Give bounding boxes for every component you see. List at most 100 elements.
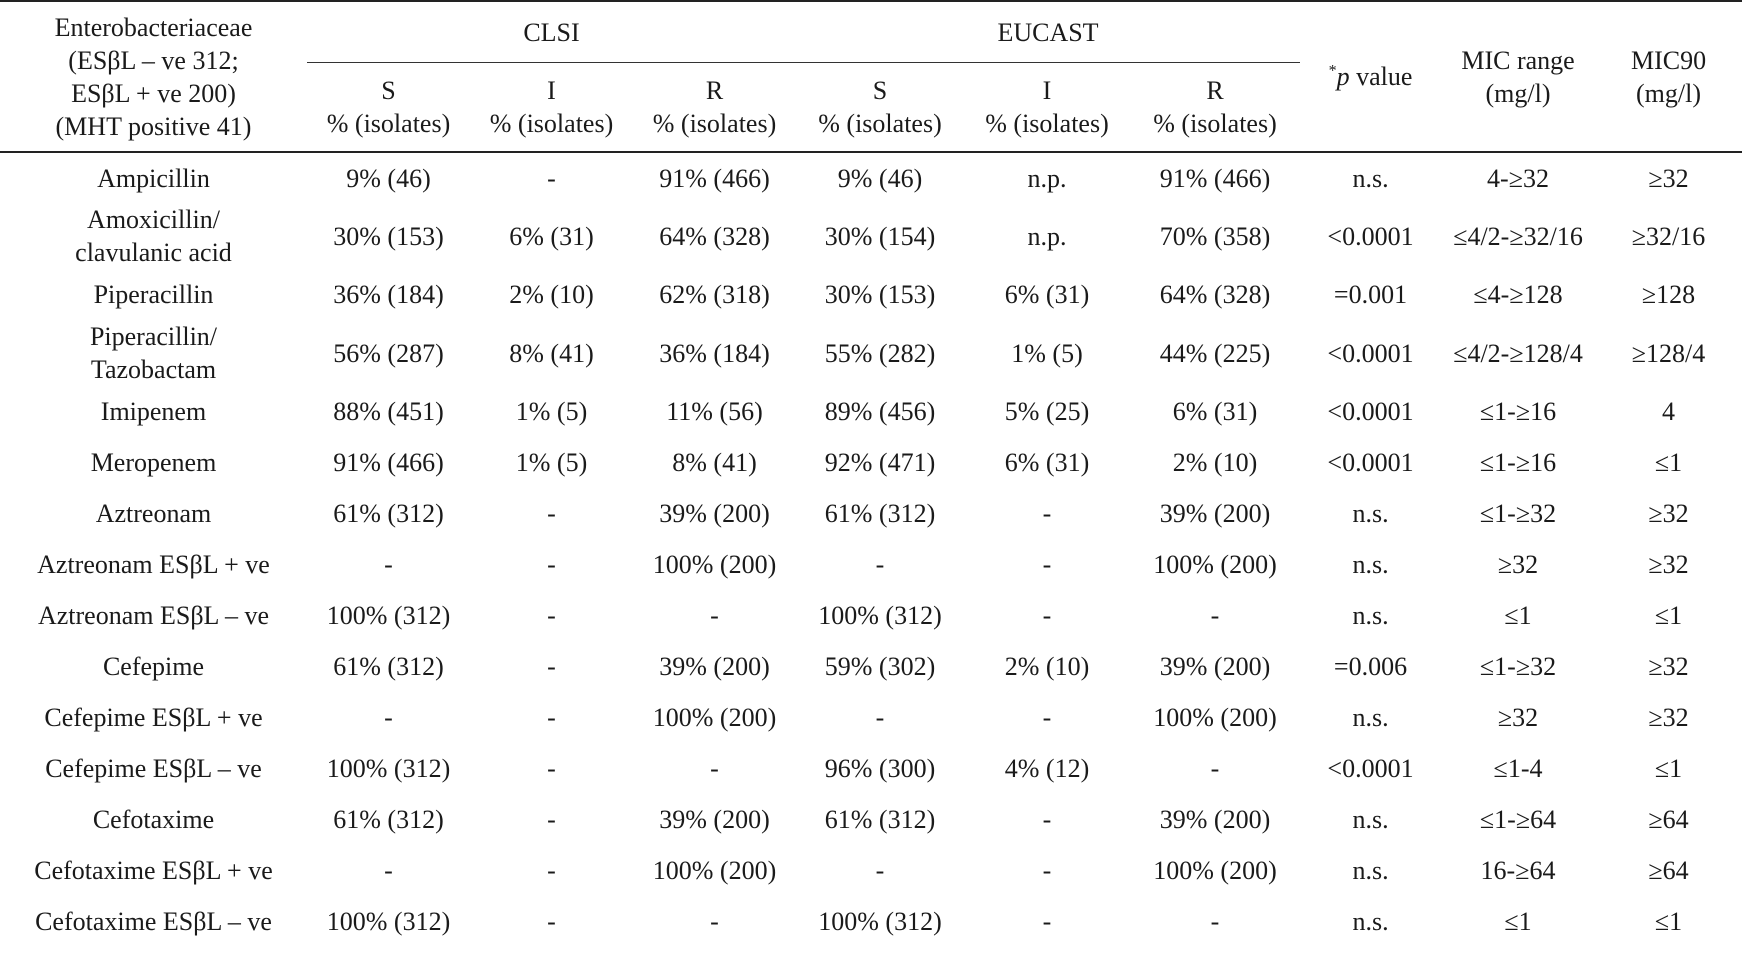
mic-range-header-line2: (mg/l) — [1485, 78, 1551, 108]
p-cell: n.s. — [1352, 499, 1389, 528]
eucast-i-cell: - — [1042, 601, 1052, 630]
eucast-i-cell: - — [1042, 550, 1052, 579]
clsi-r-header: R % (isolates) — [633, 62, 796, 153]
eucast-i-cell: - — [1042, 907, 1052, 936]
eucast-r-cell: 100% (200) — [1153, 703, 1277, 732]
clsi-r-cell: 100% (200) — [652, 550, 777, 579]
mic-range-cell: ≤4/2-≥32/16 — [1453, 221, 1583, 251]
eucast-i-cell: 4% (12) — [1004, 754, 1090, 783]
drug-name-cell: Cefotaxime ESβL – ve — [0, 896, 307, 947]
mic90-cell: ≥64 — [1648, 856, 1689, 885]
eucast-r-letter: R — [1206, 76, 1224, 105]
table-row: Cefepime ESβL – ve 100% (312) - - 96% (300) 4… — [0, 743, 1742, 794]
clsi-i-unit: % (isolates) — [489, 109, 614, 138]
drug-name-line: Ampicillin — [97, 163, 210, 193]
eucast-i-cell: 5% (25) — [1004, 397, 1090, 426]
drug-name-line: Cefepime — [102, 652, 205, 681]
eucast-i-unit: % (isolates) — [985, 109, 1109, 138]
stub-header-line: (MHT positive 41) — [55, 111, 252, 141]
table-row: Imipenem 88% (451) 1% (5) 11% (56) 89% (456)… — [0, 386, 1742, 437]
mic90-cell: 4 — [1662, 397, 1676, 426]
mic-range-cell: ≤1-≥32 — [1479, 499, 1557, 528]
mic-range-cell: ≤1-≥64 — [1479, 805, 1557, 834]
eucast-r-unit: % (isolates) — [1153, 109, 1277, 138]
eucast-i-cell: - — [1042, 703, 1052, 732]
eucast-s-cell: 92% (471) — [824, 448, 936, 477]
mic-range-header-line1: MIC range — [1461, 45, 1575, 75]
mic-range-cell: ≤1-≥32 — [1479, 652, 1557, 681]
eucast-s-cell: 96% (300) — [824, 754, 936, 783]
eucast-i-cell: 1% (5) — [1011, 338, 1083, 368]
eucast-i-cell: - — [1042, 805, 1052, 834]
mic90-cell: ≥32 — [1648, 163, 1689, 193]
p-cell: <0.0001 — [1327, 397, 1414, 426]
p-value-header: *p value — [1300, 0, 1442, 153]
clsi-r-cell: 62% (318) — [659, 280, 770, 309]
drug-name-line: Cefepime ESβL – ve — [45, 754, 262, 783]
clsi-r-cell: 36% (184) — [659, 338, 770, 368]
p-value-p: p — [1336, 62, 1350, 91]
header-row-subcolumns: S % (isolates) I % (isolates) R % (isola… — [0, 62, 1742, 153]
p-cell: n.s. — [1352, 907, 1389, 936]
drug-name-cell: Imipenem — [0, 386, 307, 437]
clsi-s-cell: 9% (46) — [346, 163, 431, 193]
table-row: Cefepime ESβL + ve - - 100% (200) - - 100% (20… — [0, 692, 1742, 743]
table-row: Meropenem 91% (466) 1% (5) 8% (41) 92% (471)… — [0, 437, 1742, 488]
drug-name-line: Aztreonam ESβL + ve — [37, 550, 270, 579]
clsi-r-cell: - — [710, 601, 719, 630]
eucast-s-cell: - — [875, 856, 885, 885]
clsi-i-cell: - — [547, 163, 556, 193]
mic90-header-line2: (mg/l) — [1636, 78, 1702, 108]
clsi-s-cell: 56% (287) — [333, 338, 444, 368]
clsi-s-cell: 30% (153) — [333, 221, 444, 251]
eucast-s-cell: - — [875, 550, 885, 579]
clsi-i-cell: - — [547, 652, 556, 681]
group-header-eucast: EUCAST — [796, 0, 1301, 63]
eucast-r-cell: 91% (466) — [1159, 163, 1271, 193]
mic-range-cell: ≤1-≥16 — [1479, 397, 1557, 426]
clsi-i-cell: - — [547, 754, 556, 783]
table-row: Aztreonam ESβL – ve 100% (312) - - 100% (312… — [0, 590, 1742, 641]
eucast-s-cell: 55% (282) — [824, 338, 936, 368]
clsi-i-letter: I — [547, 76, 556, 105]
susceptibility-table: Enterobacteriaceae (ESβL – ve 312; ESβL … — [0, 0, 1742, 947]
clsi-i-cell: - — [547, 550, 556, 579]
clsi-r-cell: 39% (200) — [659, 805, 770, 834]
drug-name-line: Meropenem — [90, 448, 217, 477]
clsi-s-cell: 100% (312) — [326, 601, 451, 630]
drug-name-cell: Aztreonam — [0, 488, 307, 539]
p-value-rest: value — [1349, 62, 1413, 91]
mic90-cell: ≤1 — [1654, 907, 1683, 936]
table-row: Aztreonam 61% (312) - 39% (200) 61% (312) - 39… — [0, 488, 1742, 539]
mic90-cell: ≥32 — [1648, 499, 1689, 528]
clsi-s-cell: 88% (451) — [333, 397, 444, 426]
mic90-header-line1: MIC90 — [1630, 45, 1707, 75]
eucast-r-cell: 100% (200) — [1153, 550, 1277, 579]
p-cell: n.s. — [1352, 703, 1389, 732]
clsi-i-cell: - — [547, 499, 556, 528]
drug-name-cell: Cefepime ESβL + ve — [0, 692, 307, 743]
drug-name-line: Piperacillin — [93, 280, 214, 309]
drug-name-cell: Piperacillin/Tazobactam — [0, 320, 307, 386]
clsi-s-letter: S — [381, 76, 396, 105]
drug-name-line: Imipenem — [100, 397, 207, 426]
eucast-s-cell: - — [875, 703, 885, 732]
table-row: Cefepime 61% (312) - 39% (200) 59% (302) 2% (… — [0, 641, 1742, 692]
drug-name-line: Cefepime ESβL + ve — [44, 703, 263, 732]
eucast-r-cell: 70% (358) — [1159, 221, 1271, 251]
clsi-i-cell: 8% (41) — [509, 338, 594, 368]
p-cell: n.s. — [1352, 805, 1389, 834]
eucast-r-cell: 2% (10) — [1172, 448, 1258, 477]
clsi-r-cell: 100% (200) — [652, 856, 777, 885]
table-row: Piperacillin/Tazobactam 56% (287) 8% (41) 3… — [0, 320, 1742, 386]
eucast-r-cell: 39% (200) — [1159, 499, 1271, 528]
clsi-i-header: I % (isolates) — [470, 62, 633, 153]
clsi-i-cell: - — [547, 703, 556, 732]
table-row: Piperacillin 36% (184) 2% (10) 62% (318) 30%… — [0, 269, 1742, 320]
eucast-s-unit: % (isolates) — [818, 109, 942, 138]
mic-range-cell: 4-≥32 — [1487, 163, 1549, 193]
clsi-i-cell: 1% (5) — [515, 397, 588, 426]
clsi-s-cell: 91% (466) — [333, 448, 444, 477]
p-cell: <0.0001 — [1327, 338, 1414, 368]
mic-range-header: MIC range (mg/l) — [1441, 0, 1596, 153]
